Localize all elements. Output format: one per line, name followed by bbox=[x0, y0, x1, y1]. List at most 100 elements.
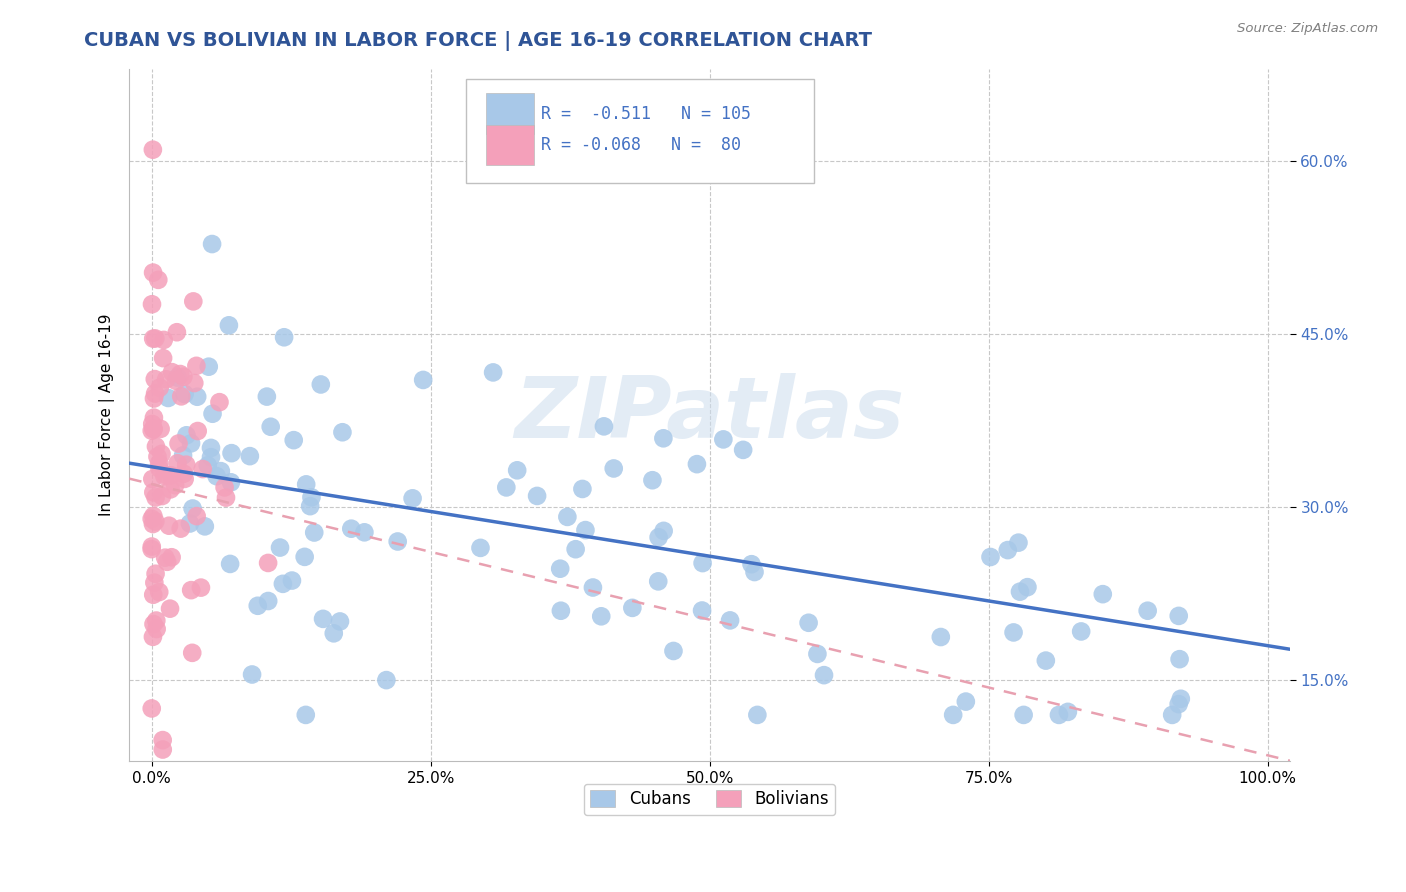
Point bbox=[145, 491, 167, 505]
Point bbox=[173, 387, 195, 401]
FancyBboxPatch shape bbox=[485, 125, 534, 165]
Point bbox=[143, 515, 166, 529]
Point bbox=[205, 469, 228, 483]
Point bbox=[186, 390, 208, 404]
Point bbox=[1161, 707, 1184, 722]
Point bbox=[1136, 604, 1159, 618]
Point bbox=[180, 436, 202, 450]
Point bbox=[142, 422, 165, 436]
Point bbox=[194, 519, 217, 533]
Point bbox=[142, 617, 165, 632]
Point bbox=[152, 742, 174, 756]
Point bbox=[176, 428, 198, 442]
Point bbox=[169, 367, 191, 381]
Point bbox=[401, 491, 423, 506]
Point bbox=[143, 331, 166, 345]
Point bbox=[662, 644, 685, 658]
Point bbox=[172, 369, 194, 384]
Point bbox=[145, 622, 167, 636]
Point bbox=[142, 588, 165, 602]
Point bbox=[647, 574, 669, 589]
Point bbox=[593, 419, 616, 434]
Point bbox=[741, 558, 763, 572]
Point bbox=[152, 333, 174, 347]
FancyBboxPatch shape bbox=[485, 94, 534, 134]
Point bbox=[942, 707, 965, 722]
Point bbox=[149, 381, 172, 395]
Point bbox=[273, 330, 295, 344]
Point bbox=[187, 424, 209, 438]
Point bbox=[686, 457, 709, 471]
Point bbox=[142, 143, 165, 157]
Point bbox=[256, 390, 278, 404]
Point bbox=[145, 614, 167, 628]
Point bbox=[271, 577, 294, 591]
Point bbox=[312, 612, 335, 626]
Point bbox=[1047, 707, 1070, 722]
Point bbox=[200, 441, 222, 455]
Point bbox=[1007, 535, 1029, 549]
Point bbox=[1167, 608, 1189, 623]
Point bbox=[322, 626, 344, 640]
Point bbox=[181, 501, 204, 516]
Point bbox=[294, 549, 316, 564]
Point bbox=[166, 325, 188, 339]
Point bbox=[209, 464, 232, 478]
Point bbox=[621, 600, 644, 615]
Point bbox=[571, 482, 593, 496]
Point bbox=[143, 372, 166, 386]
Text: ZIPatlas: ZIPatlas bbox=[515, 373, 904, 457]
Point bbox=[165, 374, 187, 388]
Point bbox=[299, 499, 322, 513]
Point bbox=[142, 516, 165, 531]
Point bbox=[159, 601, 181, 615]
Point bbox=[1035, 654, 1057, 668]
Point bbox=[214, 480, 236, 494]
Point bbox=[1167, 697, 1189, 711]
Point bbox=[152, 733, 174, 747]
Point bbox=[387, 534, 409, 549]
Point bbox=[929, 630, 952, 644]
Point bbox=[690, 603, 713, 617]
Point bbox=[141, 540, 163, 554]
Point bbox=[142, 410, 165, 425]
Point bbox=[142, 508, 165, 523]
Point bbox=[146, 450, 169, 464]
Point bbox=[159, 483, 181, 497]
Point bbox=[160, 550, 183, 565]
Point bbox=[495, 480, 517, 494]
Point bbox=[201, 407, 224, 421]
Point bbox=[218, 318, 240, 333]
Point bbox=[148, 273, 170, 287]
Point bbox=[301, 491, 323, 505]
Point bbox=[309, 377, 332, 392]
Point bbox=[733, 442, 755, 457]
Text: CUBAN VS BOLIVIAN IN LABOR FORCE | AGE 16-19 CORRELATION CHART: CUBAN VS BOLIVIAN IN LABOR FORCE | AGE 1… bbox=[84, 31, 872, 51]
Text: Source: ZipAtlas.com: Source: ZipAtlas.com bbox=[1237, 22, 1378, 36]
Point bbox=[197, 458, 219, 473]
Point bbox=[145, 566, 167, 581]
Point bbox=[143, 386, 166, 401]
Point bbox=[157, 391, 180, 405]
Point bbox=[149, 422, 172, 436]
Point bbox=[482, 365, 505, 379]
Point bbox=[1057, 705, 1080, 719]
Point bbox=[145, 440, 167, 454]
Point bbox=[718, 614, 741, 628]
Point bbox=[152, 351, 174, 365]
Point bbox=[1070, 624, 1092, 639]
Point bbox=[181, 646, 204, 660]
Point bbox=[143, 392, 166, 406]
Point bbox=[141, 542, 163, 557]
Point bbox=[173, 467, 195, 481]
Point bbox=[412, 373, 434, 387]
Point bbox=[221, 446, 243, 460]
Point bbox=[148, 461, 170, 475]
Point bbox=[166, 456, 188, 470]
Y-axis label: In Labor Force | Age 16-19: In Labor Force | Age 16-19 bbox=[100, 314, 115, 516]
Point bbox=[329, 615, 352, 629]
Point bbox=[1008, 584, 1031, 599]
Point bbox=[174, 458, 197, 472]
Point bbox=[141, 297, 163, 311]
Point bbox=[647, 530, 669, 544]
